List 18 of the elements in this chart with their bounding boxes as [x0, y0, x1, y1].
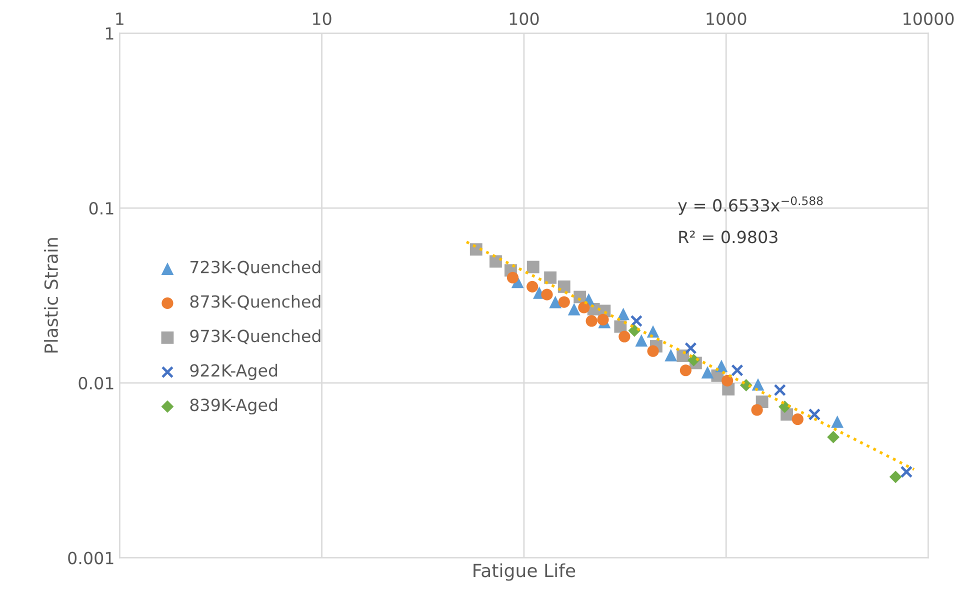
- y-tick-label: 0.1: [89, 202, 114, 215]
- legend-label: 839K-Aged: [190, 398, 278, 414]
- x-tick-label: 10000: [904, 12, 954, 26]
- x-tick-label: 10: [313, 12, 332, 26]
- legend-label: 973K-Quenched: [190, 329, 320, 344]
- legend-label: 723K-Quenched: [190, 260, 320, 276]
- y-axis-title: Plastic Strain: [44, 238, 58, 353]
- y-tick-label: 0.001: [68, 552, 114, 564]
- x-tick-label: 100: [510, 12, 539, 26]
- x-tick-label: 1000: [706, 12, 746, 26]
- annotation: y = 0.6533x$^{−0.588}$: [678, 196, 823, 215]
- legend-label: 922K-Aged: [190, 364, 278, 380]
- x-tick-label: 1: [116, 12, 124, 25]
- x-axis-title: Fatigue Life: [474, 563, 576, 581]
- annotation: R² = 0.9803: [679, 230, 778, 244]
- y-tick-label: 1: [106, 27, 114, 40]
- legend-label: 873K-Quenched: [190, 294, 320, 310]
- y-tick-label: 0.01: [78, 376, 114, 390]
